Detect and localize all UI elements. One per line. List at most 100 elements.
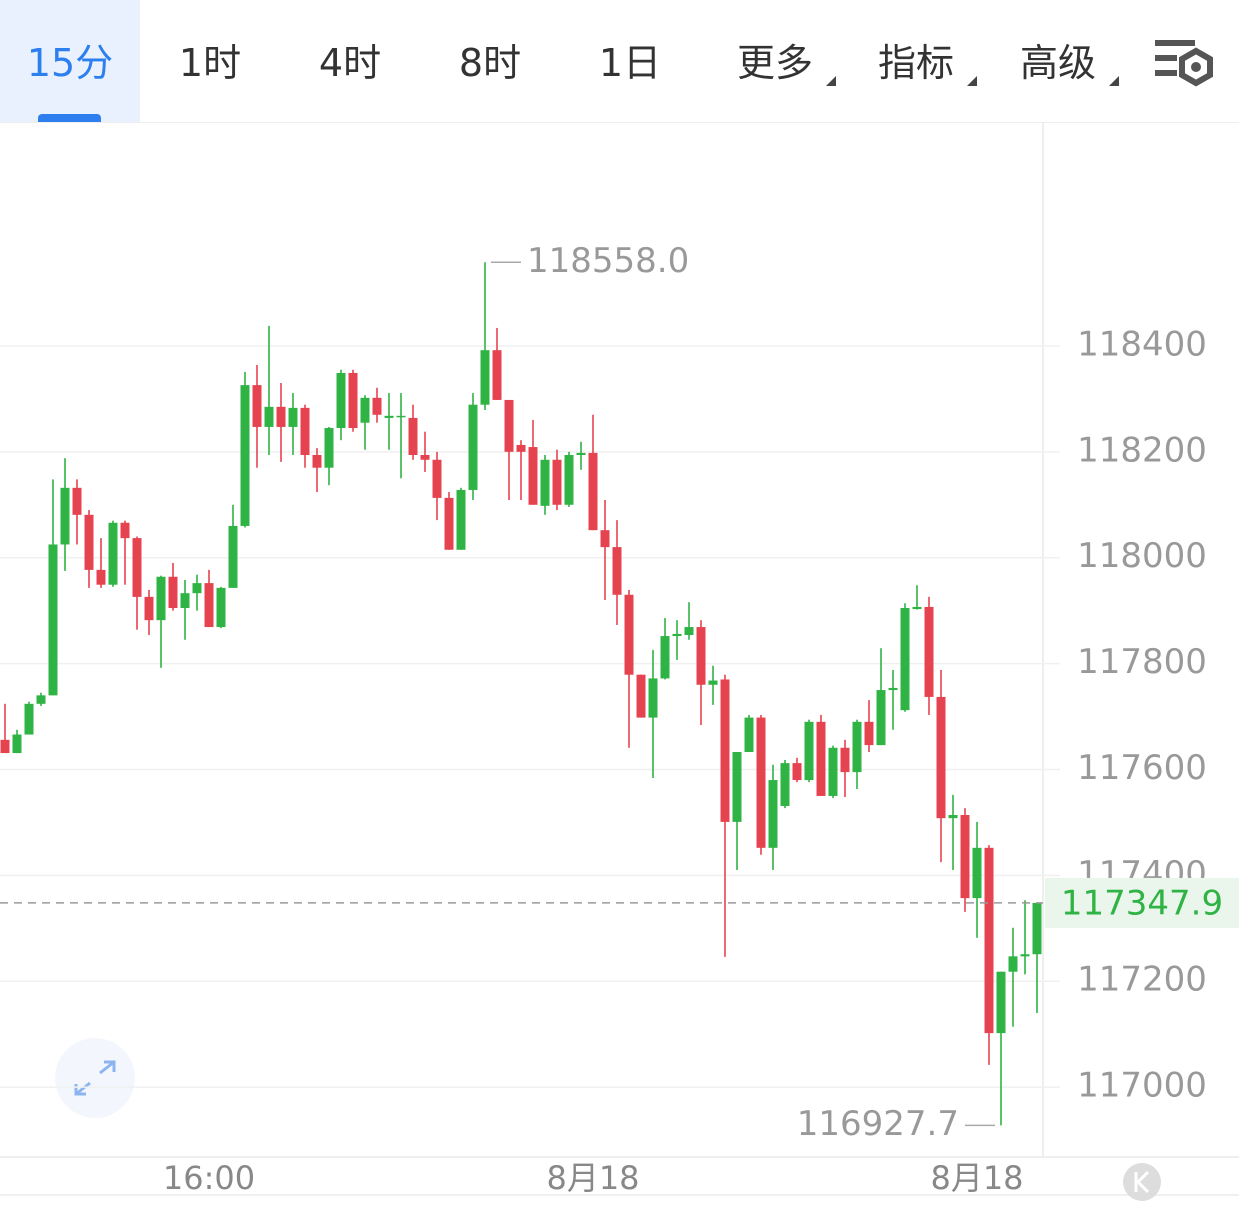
candle-body	[768, 780, 778, 848]
tab[interactable]: 指标	[877, 41, 954, 85]
candle-body	[828, 747, 838, 796]
candle-body	[444, 497, 454, 550]
candle-body	[324, 428, 334, 468]
candle-body	[84, 514, 94, 570]
candle-body	[180, 593, 190, 608]
candle-body	[912, 606, 922, 610]
candle-body	[684, 627, 694, 635]
candle-body	[24, 703, 34, 735]
tab[interactable]: 1日	[598, 41, 662, 85]
candle-body	[72, 487, 82, 515]
candle-body	[108, 522, 118, 585]
candle-body	[1020, 954, 1030, 957]
tab-indicator	[38, 114, 101, 122]
candle-body	[300, 407, 310, 455]
tab[interactable]: 15分	[0, 0, 140, 122]
y-tick-label: 117600	[1077, 748, 1207, 788]
candle-body	[612, 547, 622, 595]
candle-body	[252, 385, 262, 427]
candle-body	[48, 544, 58, 696]
toolbar: 15分 1时 4时 8时 1日 更多 指标 高级	[0, 0, 1239, 123]
candle-body	[804, 721, 814, 781]
candle-body	[504, 399, 514, 452]
candle-body	[1032, 902, 1042, 955]
candle-body	[120, 522, 130, 539]
candle-body	[744, 717, 754, 752]
last-price-label: 117347.9	[1061, 883, 1223, 923]
candle-body	[888, 687, 898, 691]
candle-body	[960, 815, 970, 899]
candle-body	[216, 587, 226, 628]
candle-body	[576, 452, 586, 455]
tab[interactable]: 8时	[458, 41, 522, 85]
x-tick-label: 8月18	[546, 1159, 639, 1197]
candle-body	[720, 679, 730, 822]
candle-body	[780, 763, 790, 806]
y-tick-label: 118400	[1077, 324, 1207, 364]
dropdown-arrow	[1109, 76, 1119, 86]
candle-body	[948, 815, 958, 819]
candle-body	[480, 350, 490, 405]
candle-body	[132, 538, 142, 597]
candle-body	[0, 739, 10, 754]
candle-body	[816, 721, 826, 796]
candle-body	[600, 530, 610, 548]
candle-body	[408, 417, 418, 455]
candle-body	[420, 455, 430, 460]
candle-body	[984, 847, 994, 1034]
low-label: 116927.7	[797, 1104, 959, 1144]
tab[interactable]: 4时	[318, 41, 382, 85]
candle-body	[492, 350, 502, 400]
candle-body	[144, 596, 154, 621]
x-tick-label: 16:00	[163, 1159, 255, 1197]
candle-body	[636, 674, 646, 718]
candle-body	[564, 455, 574, 505]
expand-button[interactable]	[55, 1038, 135, 1118]
candle-body	[204, 583, 214, 628]
y-tick-label: 118200	[1077, 430, 1207, 470]
candle-body	[228, 525, 238, 588]
candle-body	[36, 695, 46, 704]
candle-body	[312, 455, 322, 468]
tab[interactable]: 1时	[178, 41, 242, 85]
candle-body	[840, 747, 850, 773]
tab[interactable]: 高级	[1019, 41, 1096, 85]
candle-body	[528, 447, 538, 505]
high-label: 118558.0	[527, 241, 689, 281]
candle-body	[732, 752, 742, 822]
candle-body	[552, 459, 562, 505]
candle-body	[672, 633, 682, 637]
candle-body	[972, 847, 982, 899]
candle-body	[756, 717, 766, 848]
candle-body	[360, 397, 370, 423]
candle-body	[708, 680, 718, 685]
candle-body	[240, 385, 250, 526]
candle-body	[1008, 956, 1018, 972]
last-price-box	[1045, 877, 1239, 928]
candle-body	[876, 690, 886, 746]
tab[interactable]: 更多	[736, 41, 813, 85]
settings-icon[interactable]	[1150, 35, 1220, 95]
candle-body	[924, 606, 934, 697]
candle-body	[660, 636, 670, 679]
candle-body	[540, 459, 550, 506]
k-button[interactable]	[1123, 1163, 1161, 1201]
candle-body	[372, 397, 382, 415]
candle-body	[336, 372, 346, 428]
candle-body	[396, 415, 406, 418]
y-tick-label: 117800	[1077, 642, 1207, 682]
candle-body	[156, 576, 166, 621]
dropdown-arrow	[826, 76, 836, 86]
candle-body	[168, 576, 178, 608]
candle-body	[864, 721, 874, 746]
candle-body	[96, 569, 106, 585]
candle-body	[264, 406, 274, 427]
dropdown-arrow	[967, 76, 977, 86]
candle-body	[468, 404, 478, 490]
candle-body	[60, 487, 70, 545]
x-tick-label: 8月18	[930, 1159, 1023, 1197]
candle-body	[900, 608, 910, 711]
candle-body	[288, 407, 298, 427]
